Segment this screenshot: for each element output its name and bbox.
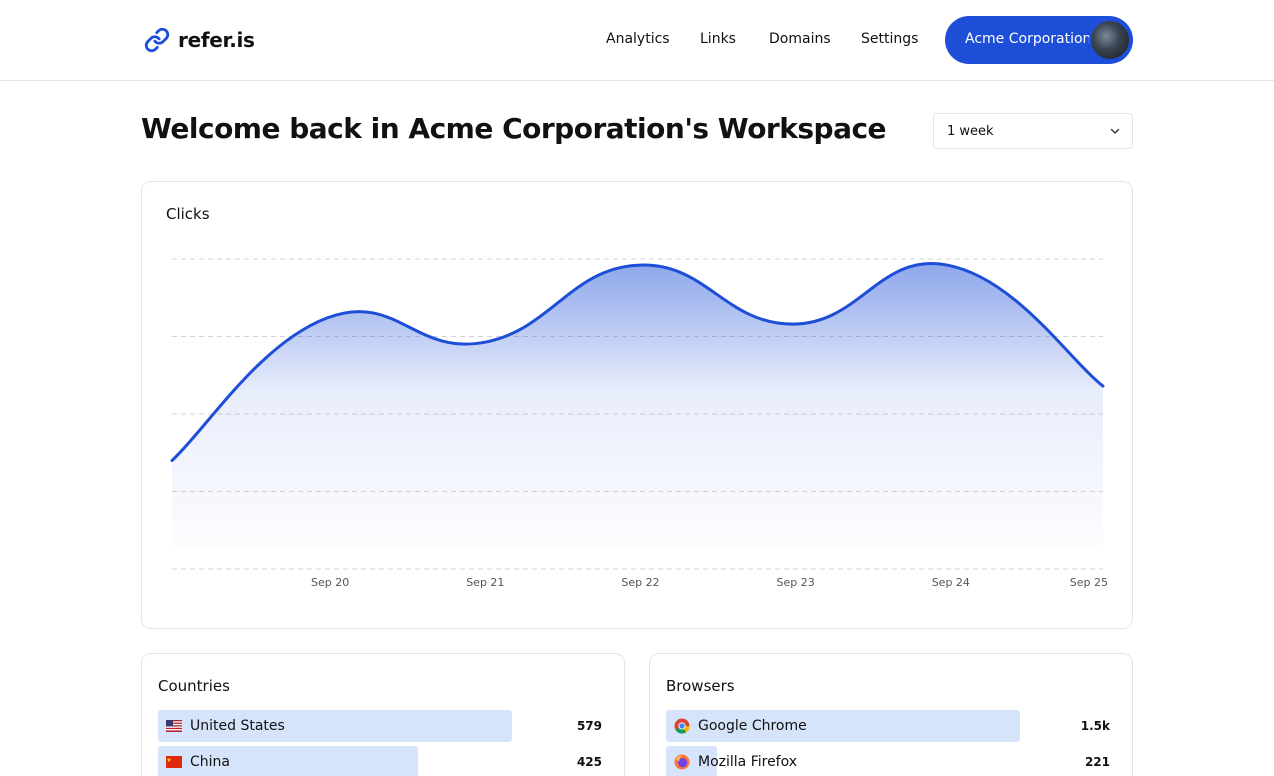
account-label: Acme Corporation [965, 31, 1092, 47]
clicks-chart-card: Clicks Sep 20 Sep 21 Sep 22 Sep 23 Sep 24 Sep… [141, 181, 1133, 629]
cn-flag-icon [166, 756, 182, 768]
avatar [1089, 19, 1131, 61]
country-row[interactable]: China 425 [158, 746, 610, 776]
nav-links[interactable]: Links [700, 31, 736, 47]
us-flag-icon [166, 720, 182, 732]
logo[interactable]: refer.is [144, 27, 255, 53]
top-bar: refer.is Analytics Links Domains Setting… [0, 0, 1274, 81]
chart-title: Clicks [166, 205, 210, 223]
countries-title: Countries [158, 677, 230, 695]
country-bar [158, 710, 512, 742]
countries-card: Countries United States 579 China 425 [141, 653, 625, 776]
clicks-area-fill [172, 263, 1103, 549]
nav-settings[interactable]: Settings [861, 31, 919, 47]
x-tick-label: Sep 22 [621, 576, 659, 589]
browser-bar [666, 710, 1020, 742]
country-value: 579 [576, 719, 602, 733]
chevron-down-icon [1110, 128, 1120, 134]
browser-label: Mozilla Firefox [698, 754, 798, 770]
time-range-select[interactable]: 1 week [933, 113, 1133, 149]
nav-analytics[interactable]: Analytics [606, 31, 670, 47]
x-tick-label: Sep 21 [466, 576, 504, 589]
link-icon [144, 27, 170, 53]
x-tick-label: Sep 24 [932, 576, 970, 589]
firefox-icon [674, 754, 690, 770]
page-title: Welcome back in Acme Corporation's Works… [141, 112, 887, 145]
country-bar [158, 746, 418, 776]
country-value: 425 [576, 755, 602, 769]
browser-bar [666, 746, 718, 776]
country-label: United States [190, 718, 285, 734]
account-button[interactable]: Acme Corporation [945, 16, 1133, 64]
time-range-value: 1 week [947, 124, 994, 139]
country-row[interactable]: United States 579 [158, 710, 610, 742]
browser-value: 221 [1084, 755, 1110, 769]
logo-text: refer.is [178, 28, 255, 52]
x-tick-label: Sep 23 [777, 576, 815, 589]
chrome-icon [674, 718, 690, 734]
browser-row[interactable]: Mozilla Firefox 221 [666, 746, 1118, 776]
browser-value: 1.5k [1080, 719, 1110, 733]
x-tick-label: Sep 20 [311, 576, 349, 589]
browser-row[interactable]: Google Chrome 1.5k [666, 710, 1118, 742]
country-label: China [190, 754, 230, 770]
browsers-title: Browsers [666, 677, 735, 695]
browsers-card: Browsers Google Chrome 1.5k Mozilla Fire… [649, 653, 1133, 776]
browser-label: Google Chrome [698, 718, 807, 734]
clicks-chart: Sep 20 Sep 21 Sep 22 Sep 23 Sep 24 Sep 25 [170, 258, 1108, 589]
clicks-series-line [170, 262, 1105, 462]
x-tick-label: Sep 25 [1070, 576, 1108, 589]
nav-domains[interactable]: Domains [769, 31, 831, 47]
